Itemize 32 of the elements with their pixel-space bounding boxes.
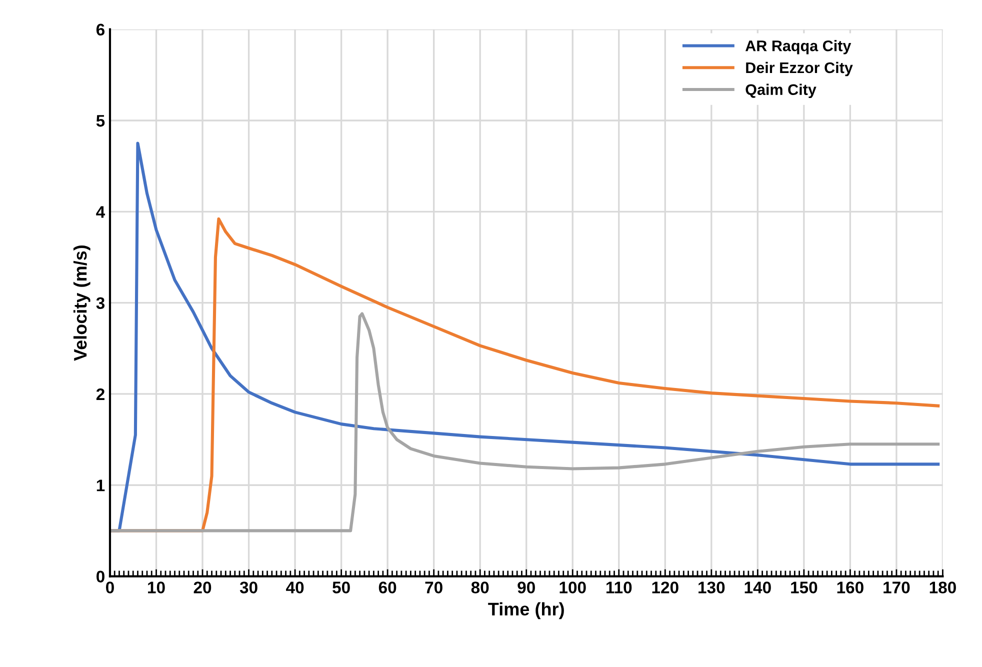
x-tick-label: 110 [606,582,632,594]
x-tick-label: 150 [791,582,818,594]
x-tick-label: 50 [332,582,350,594]
x-tick-label: 10 [148,582,165,594]
x-tick-label: 20 [194,582,212,594]
x-tick-label: 130 [698,582,725,594]
legend-label: Qaim City [746,84,816,98]
legend-label: AR Raqqa City [745,40,852,54]
x-tick-label: 90 [518,582,535,594]
y-tick-label: 6 [96,24,105,36]
x-tick-label: 30 [240,582,258,594]
x-tick-label: 120 [652,582,678,594]
x-tick-label: 80 [471,582,489,594]
y-tick-label: 3 [96,297,105,310]
line-series [110,312,940,532]
y-axis-title: Velocity (m/s) [73,246,90,361]
x-tick-label: 170 [884,582,910,594]
x-tick-label: 160 [837,582,864,594]
x-tick-label: 140 [744,582,771,594]
y-tick-label: 0 [96,570,104,582]
x-tick-label: 180 [930,582,956,594]
x-tick-label: 0 [106,582,114,594]
y-tick-label: 2 [96,388,104,400]
x-tick-label: 40 [286,582,304,594]
x-tick-label: 70 [425,582,442,594]
y-tick-label: 5 [96,115,105,127]
x-axis-title: Time (hr) [488,602,564,620]
legend-label: Deir Ezzor City [746,62,853,76]
x-tick-label: 60 [378,582,396,594]
y-tick-label: 4 [96,206,106,218]
x-tick-label: 100 [560,582,586,594]
y-tick-label: 1 [96,480,105,492]
